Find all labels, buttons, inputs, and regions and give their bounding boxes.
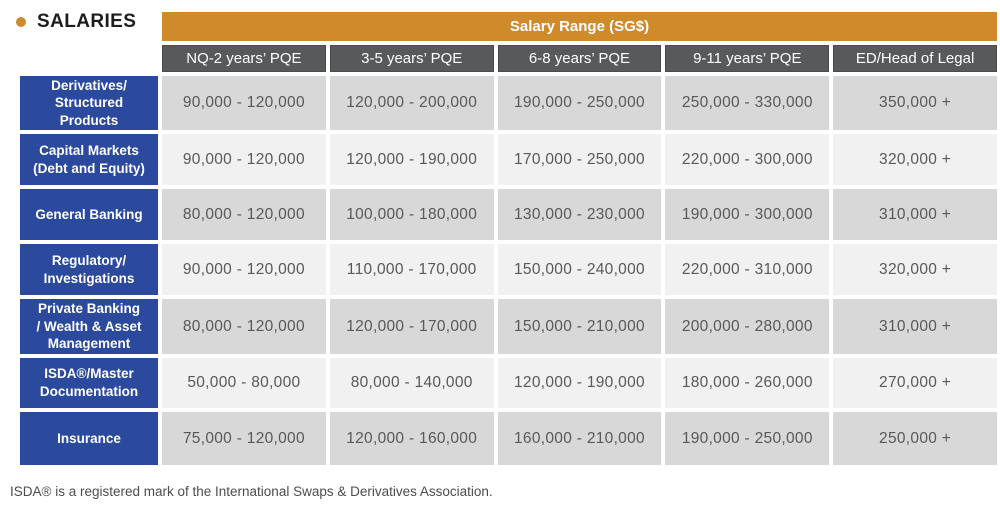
row-label-isda: ISDA®/Master Documentation bbox=[20, 358, 158, 408]
salary-cell: 270,000 + bbox=[833, 358, 997, 408]
salary-cell: 310,000 + bbox=[833, 299, 997, 354]
column-header-ed-head: ED/Head of Legal bbox=[833, 45, 997, 72]
column-header-3-5: 3-5 years’ PQE bbox=[329, 45, 494, 72]
salary-cell: 110,000 - 170,000 bbox=[329, 244, 494, 295]
row-label-capital-markets: Capital Markets (Debt and Equity) bbox=[20, 134, 158, 185]
row-label-insurance: Insurance bbox=[20, 412, 158, 465]
salary-cell: 120,000 - 190,000 bbox=[329, 134, 494, 185]
salary-cell: 190,000 - 250,000 bbox=[665, 412, 830, 465]
column-header-9-11: 9-11 years’ PQE bbox=[665, 45, 830, 72]
salary-cell: 75,000 - 120,000 bbox=[162, 412, 326, 465]
salary-cell: 170,000 - 250,000 bbox=[497, 134, 662, 185]
salary-cell: 90,000 - 120,000 bbox=[162, 244, 326, 295]
salary-cell: 90,000 - 120,000 bbox=[162, 76, 326, 130]
salary-cell: 90,000 - 120,000 bbox=[162, 134, 326, 185]
salary-cell: 190,000 - 250,000 bbox=[497, 76, 662, 130]
salary-cell: 160,000 - 210,000 bbox=[497, 412, 662, 465]
salary-cell: 220,000 - 310,000 bbox=[665, 244, 830, 295]
salary-cell: 80,000 - 120,000 bbox=[162, 189, 326, 240]
salary-cell: 130,000 - 230,000 bbox=[497, 189, 662, 240]
salary-cell: 350,000 + bbox=[833, 76, 997, 130]
salary-cell: 150,000 - 210,000 bbox=[497, 299, 662, 354]
salary-cell: 250,000 - 330,000 bbox=[665, 76, 830, 130]
salary-table: SALARIES Salary Range (SG$) NQ-2 years’ … bbox=[16, 11, 997, 465]
row-label-derivatives: Derivatives/ Structured Products bbox=[20, 76, 158, 130]
salary-cell: 50,000 - 80,000 bbox=[162, 358, 326, 408]
salary-cell: 310,000 + bbox=[833, 189, 997, 240]
spacer bbox=[20, 45, 158, 72]
salary-cell: 80,000 - 120,000 bbox=[162, 299, 326, 354]
salary-cell: 320,000 + bbox=[833, 244, 997, 295]
row-label-general-banking: General Banking bbox=[20, 189, 158, 240]
salary-cell: 320,000 + bbox=[833, 134, 997, 185]
page-title: SALARIES bbox=[16, 7, 158, 36]
salary-cell: 120,000 - 200,000 bbox=[329, 76, 494, 130]
salary-cell: 120,000 - 190,000 bbox=[497, 358, 662, 408]
salary-cell: 190,000 - 300,000 bbox=[665, 189, 830, 240]
row-label-regulatory: Regulatory/ Investigations bbox=[20, 244, 158, 295]
salary-cell: 250,000 + bbox=[833, 412, 997, 465]
salary-range-header: Salary Range (SG$) bbox=[162, 12, 997, 41]
salary-cell: 150,000 - 240,000 bbox=[497, 244, 662, 295]
row-label-private-banking: Private Banking / Wealth & Asset Managem… bbox=[20, 299, 158, 354]
salary-cell: 200,000 - 280,000 bbox=[665, 299, 830, 354]
salary-cell: 120,000 - 170,000 bbox=[329, 299, 494, 354]
column-header-nq-2: NQ-2 years’ PQE bbox=[162, 45, 326, 72]
salary-cell: 100,000 - 180,000 bbox=[329, 189, 494, 240]
salary-cell: 180,000 - 260,000 bbox=[665, 358, 830, 408]
salary-cell: 220,000 - 300,000 bbox=[665, 134, 830, 185]
salary-cell: 80,000 - 140,000 bbox=[329, 358, 494, 408]
column-header-6-8: 6-8 years’ PQE bbox=[497, 45, 662, 72]
salary-cell: 120,000 - 160,000 bbox=[329, 412, 494, 465]
bullet-icon bbox=[16, 16, 26, 27]
footnote: ISDA® is a registered mark of the Intern… bbox=[10, 484, 493, 499]
page-title-label: SALARIES bbox=[37, 10, 137, 32]
